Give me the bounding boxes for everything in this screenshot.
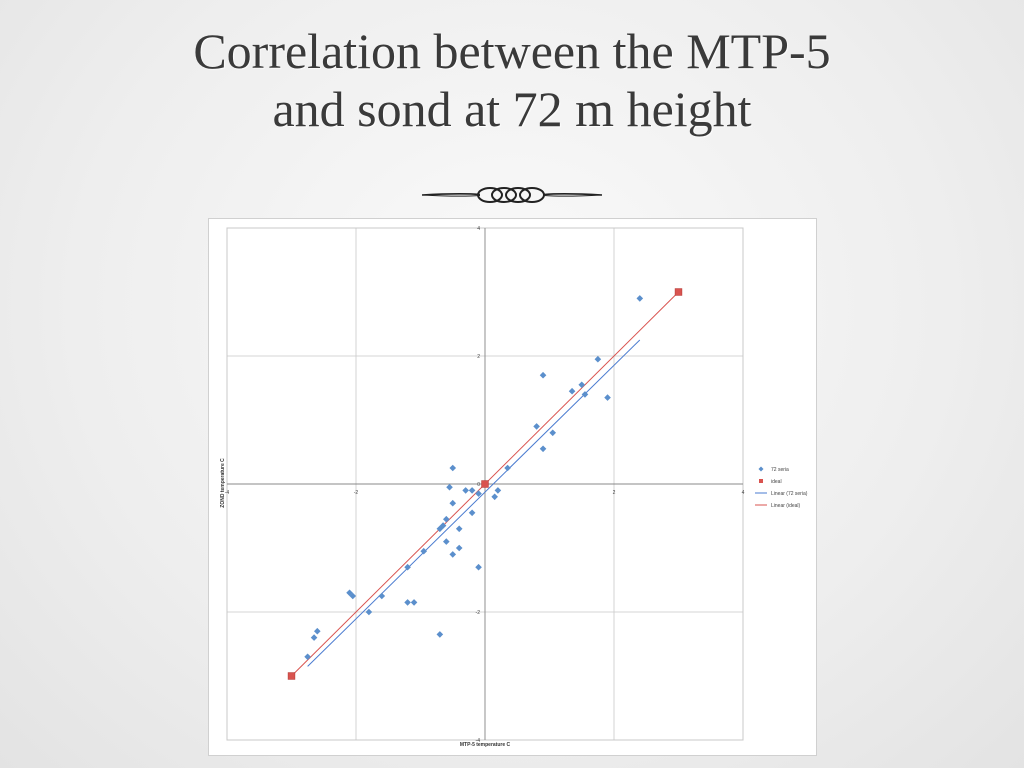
- x-tick-label: -2: [354, 490, 359, 496]
- slide-title-line-2: and sond at 72 m height: [272, 81, 752, 137]
- y-tick-label: -2: [476, 610, 481, 616]
- data-point-diamond: [539, 445, 547, 453]
- chart-legend: 72 seria ideal Linear (72 seria) Linear (id…: [755, 466, 808, 509]
- data-point-diamond: [439, 522, 447, 529]
- data-point-diamond: [491, 493, 498, 501]
- data-point-diamond: [420, 547, 428, 555]
- data-point-diamond: [443, 538, 450, 545]
- data-point-square: [287, 672, 296, 680]
- x-tick-label: 4: [742, 490, 745, 496]
- data-point-diamond: [455, 525, 463, 533]
- data-point-diamond: [594, 355, 602, 363]
- legend-label: 72 seria: [771, 467, 789, 473]
- data-point-diamond: [494, 487, 502, 494]
- data-point-diamond: [636, 295, 644, 302]
- legend-marker-diamond: [758, 466, 764, 472]
- y-tick-label: 2: [477, 354, 480, 360]
- data-point-diamond: [436, 525, 444, 533]
- x-tick-label: -4: [225, 490, 230, 496]
- slide-title-line-1: Correlation between the MTP-5: [193, 23, 831, 79]
- data-point-square: [674, 288, 683, 296]
- data-point-diamond: [468, 509, 476, 517]
- data-point-diamond: [449, 551, 457, 558]
- data-point-diamond: [549, 429, 557, 437]
- data-point-diamond: [404, 599, 411, 606]
- scatter-chart: -4 -2 2 4 4 2 0 -2 -4 72 seria ideal Linear (72 se…: [208, 218, 817, 756]
- y-tick-label: -4: [476, 738, 481, 744]
- x-axis-label: MTP-5 temperature C: [460, 742, 511, 748]
- data-point-diamond: [436, 631, 444, 638]
- data-point-diamond: [310, 634, 318, 641]
- x-tick-label: 2: [613, 490, 616, 496]
- data-point-diamond: [468, 487, 476, 494]
- data-point-diamond: [449, 464, 457, 472]
- chart-svg: -4 -2 2 4 4 2 0 -2 -4 72 seria ideal Linear (72 se…: [220, 226, 808, 748]
- slide-title: Correlation between the MTP-5 and sond a…: [0, 22, 1024, 138]
- data-point-diamond: [581, 391, 589, 398]
- trendline: [307, 339, 641, 667]
- y-tick-label: 4: [477, 226, 480, 232]
- data-point-diamond: [455, 544, 463, 552]
- legend-label: Linear (72 seria): [771, 491, 808, 497]
- data-point-diamond: [539, 371, 547, 379]
- legend-label: ideal: [771, 479, 782, 485]
- data-point-diamond: [314, 627, 321, 635]
- data-point-diamond: [475, 563, 482, 571]
- data-point-diamond: [504, 464, 511, 472]
- data-point-diamond: [365, 608, 373, 616]
- data-point-diamond: [578, 381, 586, 389]
- legend-label: Linear (ideal): [771, 503, 801, 509]
- data-point-diamond: [378, 592, 386, 600]
- data-point-diamond: [410, 599, 418, 606]
- data-point-diamond: [568, 387, 576, 395]
- data-point-diamond: [462, 487, 469, 494]
- data-point-diamond: [449, 499, 457, 507]
- y-tick-label: 0: [477, 482, 480, 488]
- y-axis-label: ZOND temperature C: [220, 458, 226, 508]
- decorative-divider-icon: [421, 187, 603, 203]
- data-point-diamond: [404, 563, 411, 571]
- data-point-diamond: [604, 394, 611, 401]
- data-point-diamond: [475, 490, 482, 497]
- data-point-square: [481, 480, 489, 488]
- legend-marker-square: [759, 479, 763, 483]
- data-point-diamond: [533, 423, 540, 430]
- data-point-diamond: [443, 515, 450, 523]
- data-point-diamond: [304, 653, 311, 661]
- data-points: [287, 288, 683, 680]
- data-point-diamond: [446, 483, 453, 491]
